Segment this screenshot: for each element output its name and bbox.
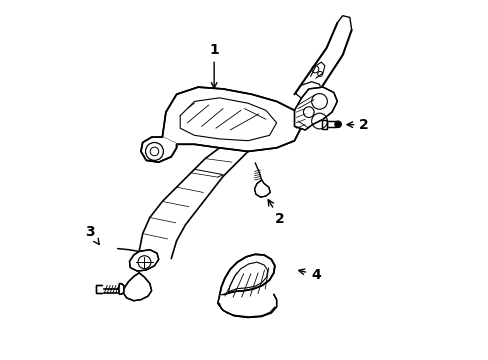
Polygon shape <box>123 273 151 301</box>
Circle shape <box>334 121 341 127</box>
Polygon shape <box>141 137 176 162</box>
Text: 2: 2 <box>346 118 368 132</box>
Polygon shape <box>119 284 123 294</box>
Text: 1: 1 <box>209 42 219 88</box>
Polygon shape <box>294 87 337 130</box>
Polygon shape <box>96 285 102 293</box>
Text: 4: 4 <box>298 268 320 282</box>
Polygon shape <box>162 87 301 152</box>
Polygon shape <box>219 254 274 296</box>
Polygon shape <box>322 120 326 129</box>
Polygon shape <box>217 294 276 318</box>
Polygon shape <box>254 180 270 197</box>
Polygon shape <box>129 249 159 271</box>
Polygon shape <box>326 121 335 127</box>
Text: 3: 3 <box>85 225 99 244</box>
Text: 2: 2 <box>267 200 285 226</box>
